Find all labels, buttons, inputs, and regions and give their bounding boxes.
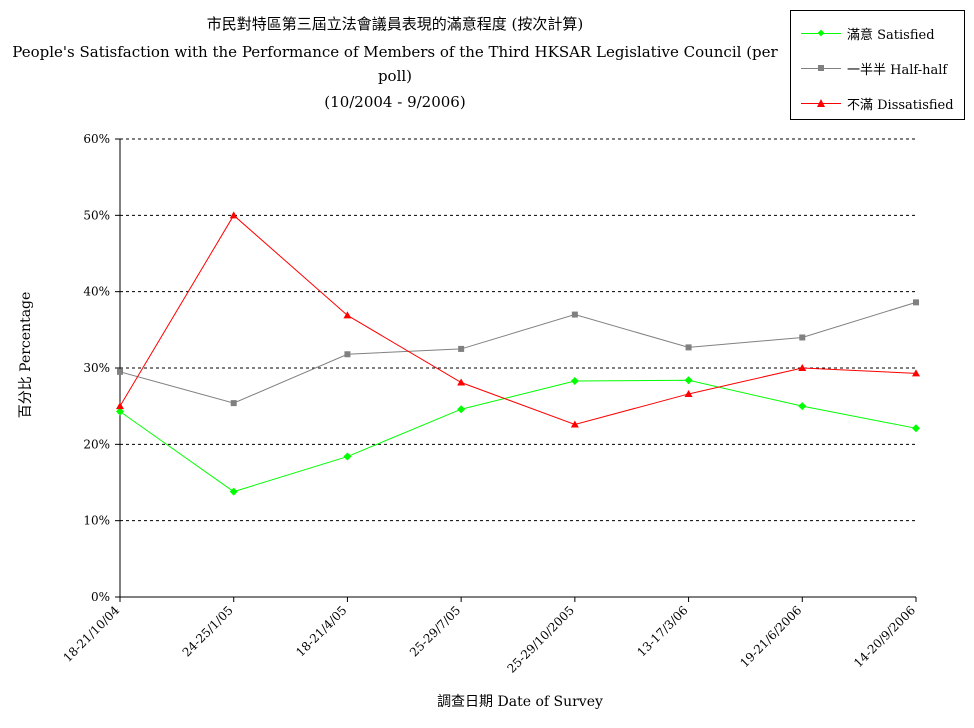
- data-point: [570, 420, 579, 428]
- y-tick-label: 60%: [83, 132, 110, 146]
- legend: 滿意 Satisfied 一半半 Half-half 不滿 Dissatisfi…: [790, 10, 965, 120]
- y-tick-label: 0%: [91, 590, 110, 604]
- x-tick-label: 13-17/3/06: [634, 603, 690, 659]
- y-tick-label: 10%: [83, 514, 110, 528]
- legend-label-satisfied: 滿意 Satisfied: [847, 27, 935, 43]
- series-line: [119, 214, 917, 426]
- legend-swatch-satisfied: [801, 27, 841, 39]
- series-line: [119, 379, 917, 493]
- data-point: [913, 299, 919, 306]
- x-tick-label: 25-29/10/2005: [505, 603, 577, 675]
- y-tick-label: 40%: [83, 285, 110, 299]
- x-tick-label: 24-25/1/05: [180, 603, 236, 659]
- chart-title: 市民對特區第三屆立法會議員表現的滿意程度 (按次計算): [206, 15, 584, 33]
- x-tick-label: 14-20/9/2006: [851, 603, 918, 670]
- legend-item-satisfied: 滿意 Satisfied: [801, 23, 935, 43]
- x-axis-title: 調查日期 Date of Survey: [437, 694, 603, 710]
- data-point: [684, 376, 693, 385]
- data-point: [457, 405, 466, 414]
- data-point: [685, 344, 692, 351]
- data-point: [458, 345, 465, 352]
- data-point: [912, 424, 920, 433]
- data-point: [116, 402, 124, 410]
- data-point: [117, 368, 123, 375]
- series-line: [119, 301, 917, 404]
- data-point: [798, 402, 807, 411]
- data-point: [343, 452, 352, 461]
- data-point: [457, 378, 466, 386]
- y-axis-title: 百分比 Percentage: [18, 291, 34, 419]
- x-tick-label: 19-21/6/2006: [737, 603, 804, 670]
- y-tick-label: 20%: [83, 437, 110, 451]
- legend-swatch-dissatisfied: [801, 97, 841, 109]
- x-tick-label: 25-29/7/05: [407, 603, 463, 659]
- data-point: [912, 369, 920, 377]
- data-point: [116, 407, 124, 416]
- data-point: [344, 351, 351, 358]
- data-point: [799, 334, 806, 341]
- data-point: [229, 211, 238, 219]
- legend-label-half-half: 一半半 Half-half: [847, 62, 948, 78]
- chart-title-english-cont: poll): [377, 67, 413, 85]
- x-tick-label: 18-21/10/04: [60, 603, 122, 665]
- legend-label-dissatisfied: 不滿 Dissatisfied: [847, 97, 954, 113]
- data-point: [684, 389, 693, 397]
- chart-subtitle-period: (10/2004 - 9/2006): [324, 93, 466, 111]
- data-point: [230, 400, 237, 407]
- data-point: [798, 364, 807, 371]
- data-point: [229, 487, 238, 496]
- x-tick-label: 18-21/4/05: [293, 603, 349, 659]
- data-point: [571, 311, 578, 318]
- legend-item-dissatisfied: 不滿 Dissatisfied: [801, 93, 954, 113]
- chart-title-english: People's Satisfaction with the Performan…: [12, 43, 778, 61]
- legend-item-half-half: 一半半 Half-half: [801, 58, 947, 78]
- data-point: [343, 311, 352, 319]
- y-tick-label: 30%: [83, 361, 110, 375]
- data-point: [570, 376, 579, 385]
- legend-swatch-half-half: [801, 62, 841, 74]
- y-tick-label: 50%: [83, 208, 110, 222]
